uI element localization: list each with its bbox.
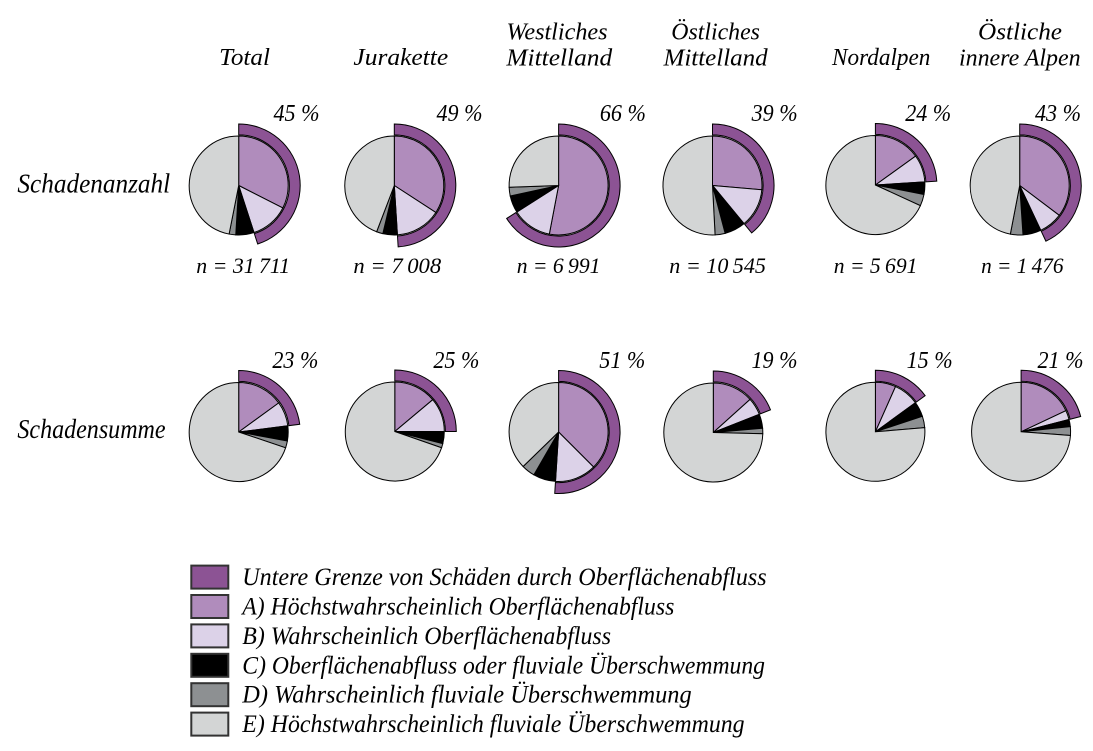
svg-text:23 %: 23 % [272,347,318,374]
svg-text:D) Wahrscheinlich fluviale Übe: D) Wahrscheinlich fluviale Überschwemmun… [241,681,691,709]
svg-text:n = 5 691: n = 5 691 [834,253,918,278]
svg-text:24 %: 24 % [905,100,951,127]
svg-text:Östliches: Östliches [671,18,760,46]
svg-text:innere Alpen: innere Alpen [959,45,1081,72]
svg-text:E) Höchstwahrscheinlich fluvia: E) Höchstwahrscheinlich fluviale Übersch… [241,710,744,738]
svg-text:n = 6 991: n = 6 991 [517,253,601,278]
svg-text:15 %: 15 % [907,347,953,374]
svg-text:49 %: 49 % [437,100,483,127]
svg-text:Schadenanzahl: Schadenanzahl [17,168,170,198]
svg-text:Mittelland: Mittelland [505,45,613,72]
svg-text:Westliches: Westliches [506,19,607,46]
svg-text:21 %: 21 % [1038,347,1084,374]
svg-text:n = 31 711: n = 31 711 [196,253,290,278]
svg-text:n = 10 545: n = 10 545 [669,253,766,278]
svg-text:Östliche: Östliche [978,18,1062,46]
svg-text:19 %: 19 % [752,347,798,374]
svg-text:n = 7 008: n = 7 008 [353,253,441,278]
svg-text:45 %: 45 % [274,100,320,127]
svg-text:Schadensumme: Schadensumme [17,414,165,444]
svg-text:A) Höchstwahrscheinlich Oberfl: A) Höchstwahrscheinlich Oberflächenabflu… [240,594,674,621]
svg-text:Mittelland: Mittelland [662,45,768,72]
svg-text:51 %: 51 % [599,347,645,374]
svg-text:C) Oberflächenabfluss oder flu: C) Oberflächenabfluss oder fluviale Über… [242,651,765,679]
svg-text:Untere Grenze von Schäden durc: Untere Grenze von Schäden durch Oberfläc… [242,564,766,591]
svg-text:43 %: 43 % [1035,100,1081,127]
svg-text:B) Wahrscheinlich Oberflächena: B) Wahrscheinlich Oberflächenabfluss [242,623,611,650]
svg-text:Nordalpen: Nordalpen [831,44,930,71]
svg-text:Total: Total [219,44,270,71]
svg-text:39 %: 39 % [751,100,798,127]
svg-text:66 %: 66 % [600,100,646,127]
svg-text:Jurakette: Jurakette [353,44,448,71]
svg-text:25 %: 25 % [433,347,479,374]
svg-text:n = 1 476: n = 1 476 [981,253,1064,278]
